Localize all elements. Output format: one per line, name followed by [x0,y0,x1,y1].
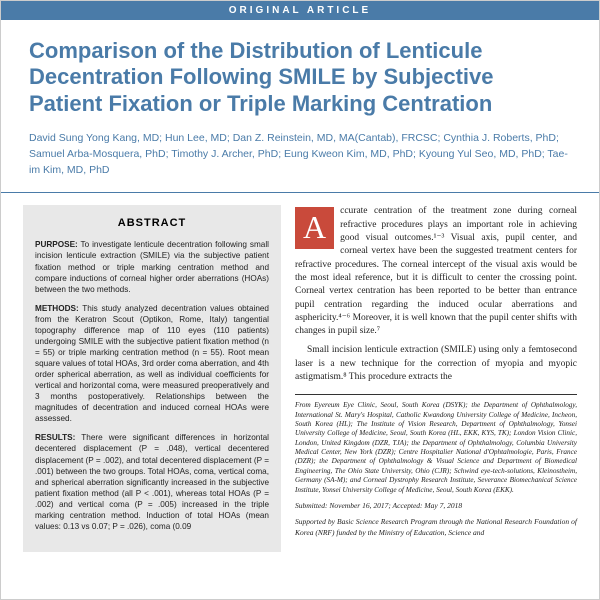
dropcap: A [295,207,334,249]
body-para-1-text: ccurate centration of the treatment zone… [295,206,577,336]
purpose-label: PURPOSE: [35,240,78,249]
abstract-methods: METHODS: This study analyzed decentratio… [35,303,269,425]
body-para-1: A ccurate centration of the treatment zo… [295,205,577,338]
abstract-results: RESULTS: There were significant differen… [35,432,269,532]
affiliations: From Eyereum Eye Clinic, Seoul, South Ko… [295,394,577,495]
body-column: A ccurate centration of the treatment zo… [295,205,577,552]
submitted-accepted: Submitted: November 16, 2017; Accepted: … [295,501,577,512]
author-list: David Sung Yong Kang, MD; Hun Lee, MD; D… [29,131,571,178]
title-block: Comparison of the Distribution of Lentic… [1,20,599,193]
abstract-heading: ABSTRACT [35,217,269,229]
body-para-2: Small incision lenticule extraction (SMI… [295,344,577,384]
results-label: RESULTS: [35,433,75,442]
article-type-band: ORIGINAL ARTICLE [1,1,599,20]
methods-text: This study analyzed decentration values … [35,304,269,424]
results-text: There were significant differences in ho… [35,433,269,531]
abstract-column: ABSTRACT PURPOSE: To investigate lenticu… [23,205,281,552]
funding-statement: Supported by Basic Science Research Prog… [295,517,577,538]
article-title: Comparison of the Distribution of Lentic… [29,38,571,117]
abstract-purpose: PURPOSE: To investigate lenticule decent… [35,239,269,294]
content-area: ABSTRACT PURPOSE: To investigate lenticu… [1,193,599,552]
methods-label: METHODS: [35,304,79,313]
